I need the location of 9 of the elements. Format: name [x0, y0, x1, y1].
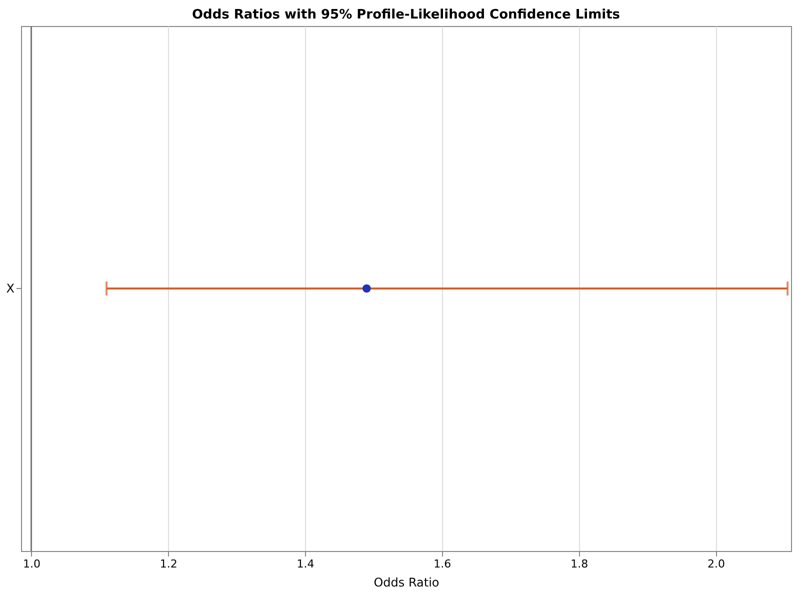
x-tick-label: 2.0	[707, 558, 725, 570]
x-tick-label: 1.4	[296, 558, 314, 570]
x-tick-label: 1.8	[570, 558, 588, 570]
x-tick-label: 1.6	[434, 558, 452, 570]
x-tick-label: 1.2	[160, 558, 178, 570]
x-axis-title: Odds Ratio	[374, 576, 440, 590]
x-tick-label: 1.0	[23, 558, 41, 570]
chart-title: Odds Ratios with 95% Profile-Likelihood Confidence Limits	[192, 7, 620, 22]
y-tick-label: X	[6, 282, 14, 296]
